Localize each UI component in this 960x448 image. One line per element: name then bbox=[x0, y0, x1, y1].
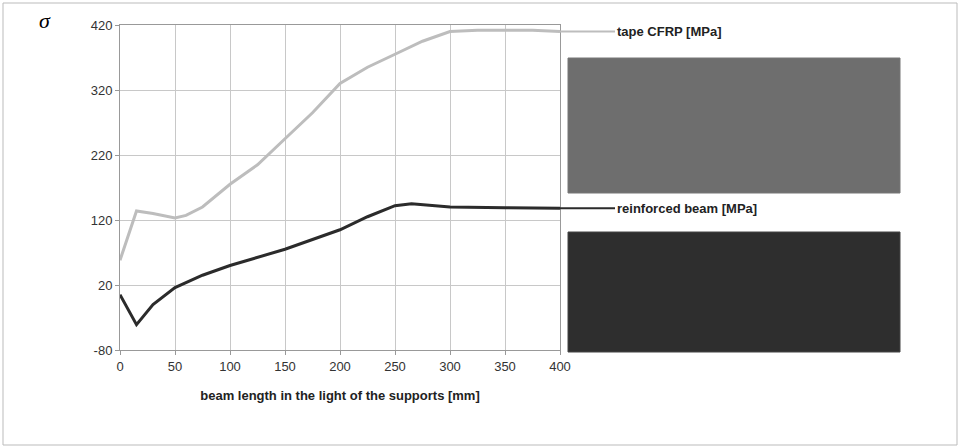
svg-text:350: 350 bbox=[494, 359, 516, 374]
svg-text:320: 320 bbox=[91, 83, 113, 98]
svg-text:300: 300 bbox=[439, 359, 461, 374]
svg-text:220: 220 bbox=[91, 148, 113, 163]
svg-text:-80: -80 bbox=[94, 343, 113, 358]
svg-text:120: 120 bbox=[91, 213, 113, 228]
svg-text:200: 200 bbox=[329, 359, 351, 374]
svg-text:beam length in the light of th: beam length in the light of the supports… bbox=[200, 388, 480, 403]
svg-text:reinforced beam [MPa]: reinforced beam [MPa] bbox=[617, 201, 757, 216]
svg-text:tape CFRP [MPa]: tape CFRP [MPa] bbox=[617, 24, 722, 39]
svg-text:20: 20 bbox=[98, 278, 112, 293]
svg-text:0: 0 bbox=[116, 359, 123, 374]
svg-text:100: 100 bbox=[219, 359, 241, 374]
svg-text:250: 250 bbox=[384, 359, 406, 374]
svg-text:400: 400 bbox=[549, 359, 571, 374]
svg-text:150: 150 bbox=[274, 359, 296, 374]
svg-text:420: 420 bbox=[91, 18, 113, 33]
svg-text:σ: σ bbox=[39, 8, 51, 33]
svg-text:50: 50 bbox=[168, 359, 182, 374]
